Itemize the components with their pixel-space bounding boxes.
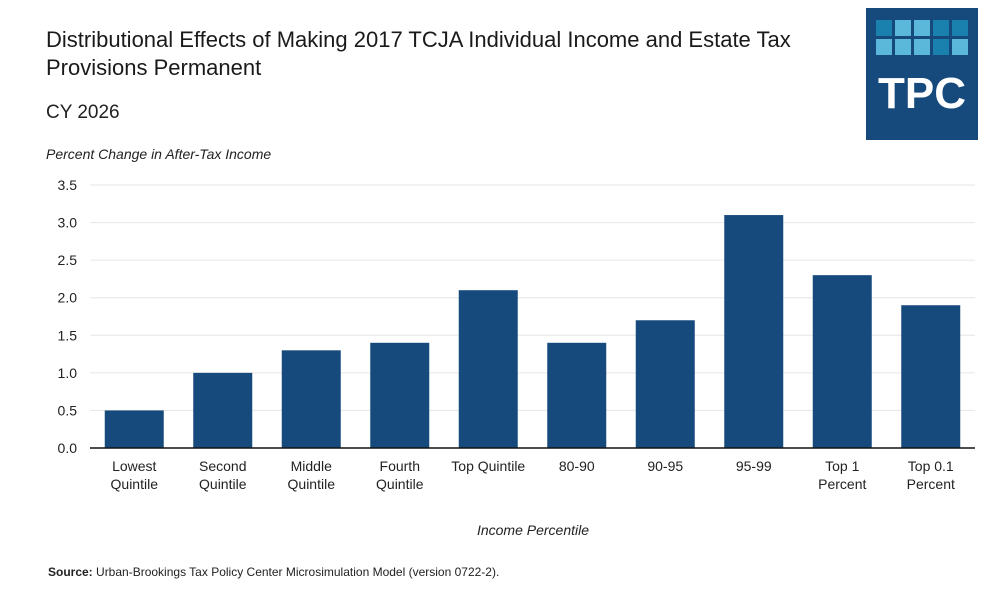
logo-square <box>895 39 911 55</box>
bar <box>281 350 341 448</box>
y-tick-label: 2.5 <box>58 252 78 268</box>
logo-square <box>914 39 930 55</box>
bar <box>104 410 164 448</box>
y-tick-label: 3.0 <box>58 215 78 231</box>
tpc-logo: TPC <box>866 8 978 140</box>
y-tick-label: 0.5 <box>58 402 78 418</box>
x-tick-label: Second <box>199 458 246 474</box>
source-note: Source: Urban-Brookings Tax Policy Cente… <box>48 565 499 579</box>
bar <box>812 275 872 448</box>
x-tick-label: Quintile <box>376 476 424 492</box>
y-tick-label: 1.0 <box>58 365 78 381</box>
x-tick-label: Quintile <box>199 476 247 492</box>
source-text: Urban-Brookings Tax Policy Center Micros… <box>92 565 500 579</box>
x-tick-label: Top Quintile <box>451 458 525 474</box>
y-tick-label: 0.0 <box>58 440 78 456</box>
y-tick-label: 1.5 <box>58 327 78 343</box>
bar <box>724 215 784 448</box>
logo-text: TPC <box>878 69 966 118</box>
x-tick-label: Top 1 <box>825 458 859 474</box>
y-tick-label: 2.0 <box>58 290 78 306</box>
x-tick-label: Top 0.1 <box>908 458 954 474</box>
source-label: Source: <box>48 565 93 579</box>
logo-square <box>933 20 949 36</box>
x-tick-label: Percent <box>907 476 955 492</box>
logo-square <box>952 39 968 55</box>
x-tick-label: Quintile <box>111 476 159 492</box>
chart-subtitle: CY 2026 <box>46 102 120 123</box>
y-tick-label: 3.5 <box>58 177 78 193</box>
logo-square <box>895 20 911 36</box>
x-tick-label: Fourth <box>380 458 420 474</box>
y-axis-label: Percent Change in After-Tax Income <box>46 146 272 162</box>
chart-title: Distributional Effects of Making 2017 TC… <box>46 27 791 80</box>
x-tick-label: 95-99 <box>736 458 772 474</box>
bar <box>193 372 253 448</box>
bar <box>458 290 518 448</box>
bar <box>901 305 961 448</box>
x-tick-label: Percent <box>818 476 866 492</box>
logo-square <box>876 20 892 36</box>
x-axis-label: Income Percentile <box>476 522 590 538</box>
bar <box>635 320 695 448</box>
x-tick-label: Middle <box>291 458 332 474</box>
bar <box>370 342 430 448</box>
logo-square <box>933 39 949 55</box>
logo-square <box>952 20 968 36</box>
x-tick-label: Quintile <box>288 476 336 492</box>
logo-square <box>876 39 892 55</box>
bar <box>547 342 607 448</box>
x-tick-label: Lowest <box>112 458 156 474</box>
logo-square <box>914 20 930 36</box>
x-tick-label: 80-90 <box>559 458 595 474</box>
x-tick-label: 90-95 <box>647 458 683 474</box>
